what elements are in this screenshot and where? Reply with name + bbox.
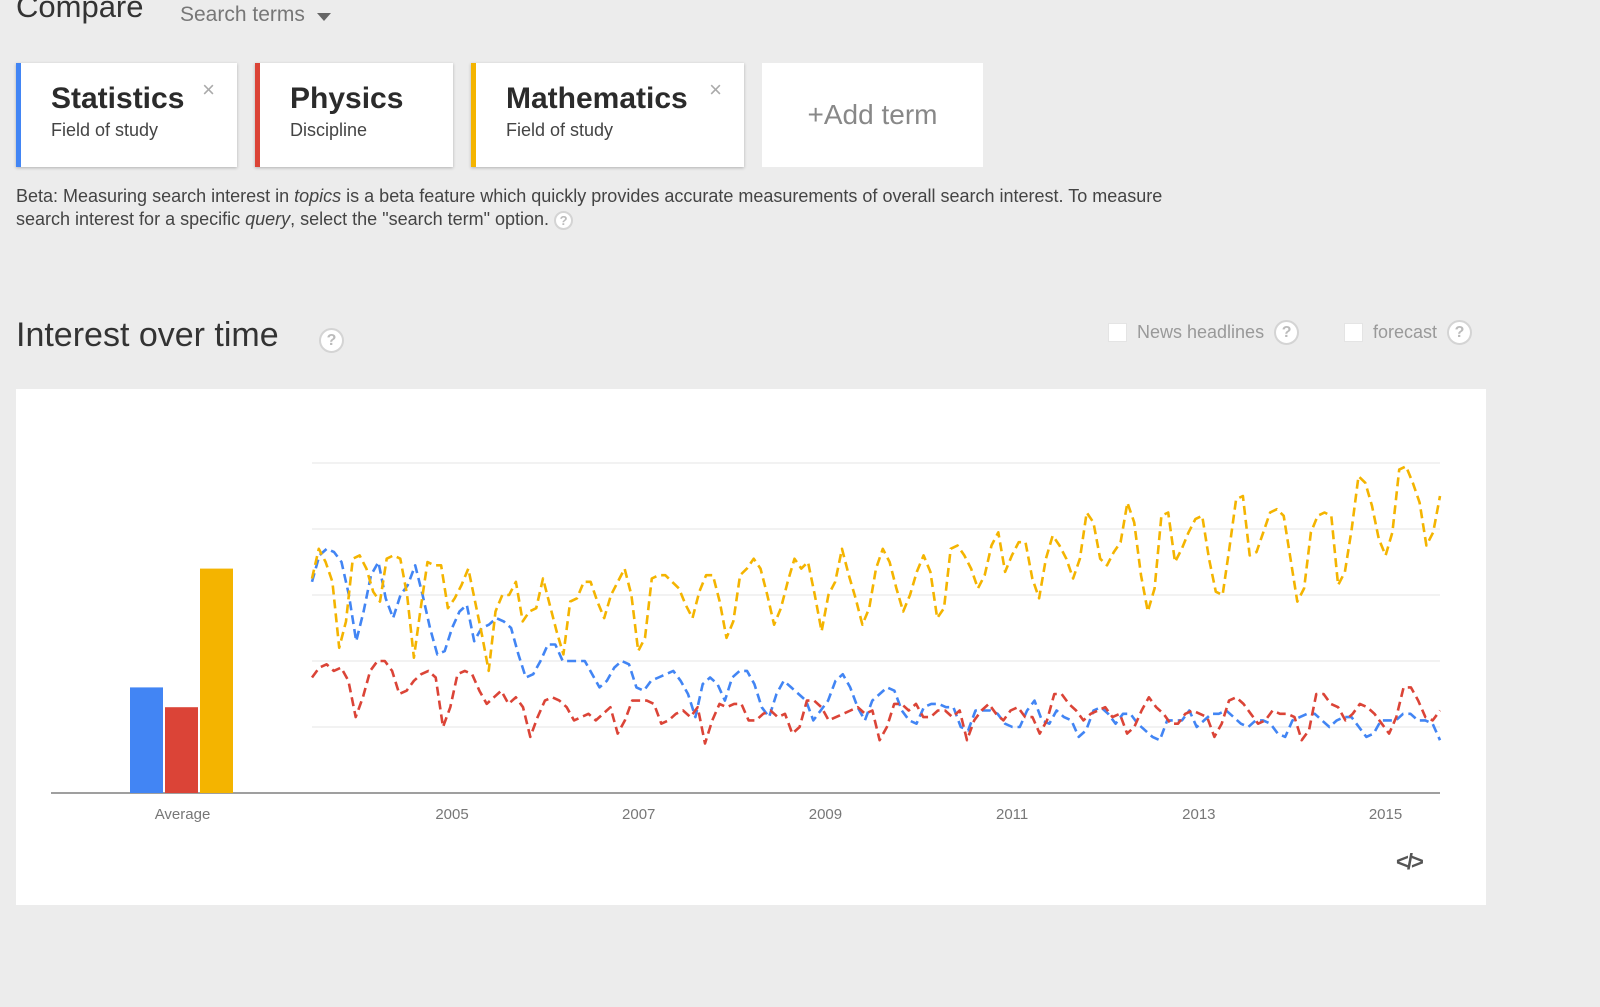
close-icon[interactable]: × [202,77,215,102]
forecast-checkbox[interactable] [1344,323,1363,342]
x-tick-label: 2007 [622,806,655,823]
term-card-statistics[interactable]: Statistics Field of study × [16,63,237,167]
chevron-down-icon [316,12,331,21]
beta-note: Beta: Measuring search interest in topic… [16,185,1196,231]
average-bar-1 [165,707,198,793]
dropdown-label: Search terms [180,3,305,26]
term-color-bar [255,63,260,167]
embed-code-icon[interactable]: </> [1396,849,1424,874]
beta-text-1: Beta: Measuring search interest in [16,186,295,206]
term-card-physics[interactable]: Physics Discipline [255,63,453,167]
help-icon[interactable]: ? [554,210,574,230]
interest-over-time-chart: Average 2005 2007 2009 2011 2013 2015 [51,462,1442,823]
help-icon[interactable]: ? [1447,320,1473,345]
average-bar-0 [130,687,163,793]
beta-text-2: is a beta feature which quickly provides… [16,186,1163,229]
beta-em-topics: topics [294,186,342,206]
news-headlines-label: News headlines [1137,322,1265,342]
term-title: Mathematics [506,82,688,115]
news-headlines-checkbox[interactable] [1108,323,1127,342]
help-icon[interactable]: ? [1274,320,1300,345]
term-color-bar [16,63,21,167]
search-terms-dropdown[interactable]: Search terms [180,3,331,27]
term-title: Statistics [51,82,185,115]
term-title: Physics [290,82,404,115]
term-color-bar [471,63,476,167]
series-line-0 [310,547,1442,742]
forecast-option[interactable]: forecast ? [1344,320,1473,345]
series-line-2 [310,465,1442,673]
close-icon[interactable]: × [709,77,722,102]
beta-em-query: query [245,209,291,229]
x-tick-label: 2011 [996,806,1028,823]
beta-text-3: , select the "search term" option. [290,209,550,229]
add-term-button[interactable]: +Add term [762,63,983,167]
page-title: Compare [16,0,144,24]
term-subtitle: Field of study [51,120,159,140]
chart-panel: Average 2005 2007 2009 2011 2013 2015 </> [16,389,1486,905]
term-subtitle: Discipline [290,120,368,140]
term-subtitle: Field of study [506,120,614,140]
term-card-mathematics[interactable]: Mathematics Field of study × [471,63,744,167]
x-tick-label: 2013 [1182,806,1215,823]
news-headlines-option[interactable]: News headlines ? [1108,320,1300,345]
help-icon[interactable]: ? [319,328,344,353]
section-title: Interest over time [16,316,279,354]
average-bar-2 [200,568,233,793]
x-tick-label: 2009 [809,806,842,823]
x-tick-label: 2015 [1369,806,1402,823]
x-tick-label: 2005 [435,806,468,823]
forecast-label: forecast [1373,322,1438,342]
series-line-1 [310,659,1442,745]
average-label: Average [155,806,211,823]
